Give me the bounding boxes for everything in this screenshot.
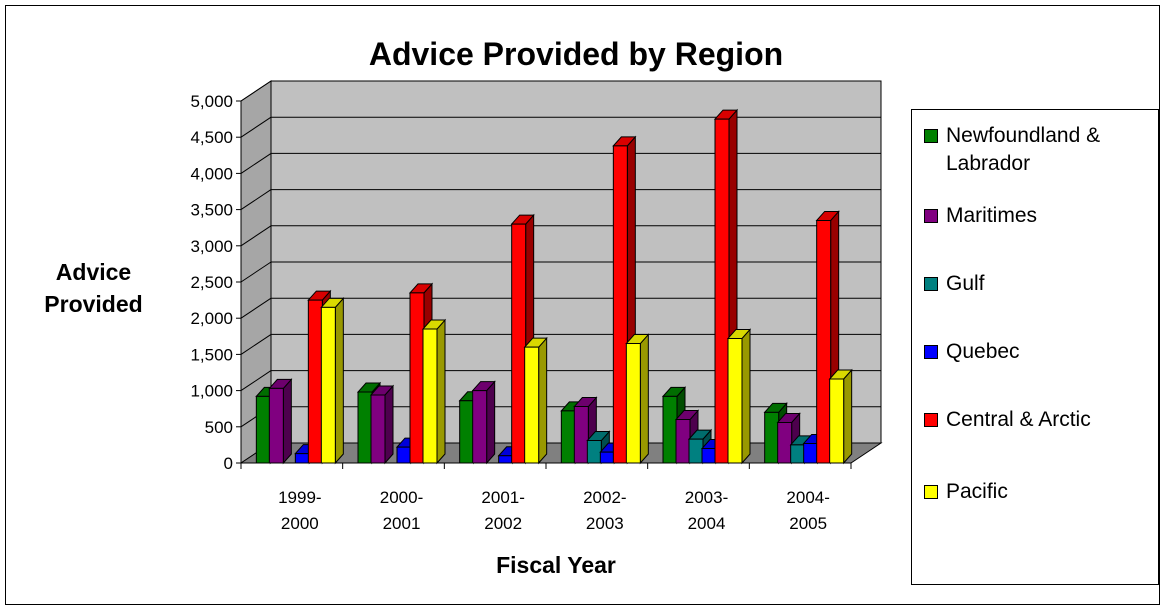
bar-face [357, 391, 373, 464]
y-tick-label: 4,000 [190, 164, 233, 183]
bar-face [268, 387, 284, 464]
legend-swatch [924, 129, 938, 143]
x-tick-label: 2003-2004 [685, 488, 728, 533]
chart-frame: Advice Provided by Region Advice Provide… [5, 5, 1160, 605]
gridline-side [240, 116, 272, 138]
bar-face [307, 299, 323, 464]
bar [726, 328, 752, 465]
gridline-side [240, 225, 272, 247]
x-tick-label: 2000-2001 [380, 488, 423, 533]
gridline-side [240, 80, 272, 102]
legend-label: Maritimes [946, 204, 1038, 227]
y-tick-label: 0 [224, 454, 233, 473]
bar-face [560, 410, 576, 464]
gridline-side [240, 333, 272, 355]
bar-face [803, 442, 819, 464]
y-tick-label: 3,500 [190, 201, 233, 220]
bar [471, 380, 496, 465]
bar-face [486, 380, 496, 465]
legend-label: Pacific [946, 480, 1008, 503]
bar-face [422, 328, 438, 464]
bar-face [790, 444, 806, 464]
bar-face [384, 384, 394, 465]
legend-label: Quebec [946, 340, 1020, 363]
y-tick-label: 5,000 [190, 92, 233, 111]
bar-face [741, 328, 751, 465]
bar [625, 333, 650, 465]
y-tick-label: 4,500 [190, 128, 233, 147]
legend-label: Central & Arctic [946, 408, 1091, 431]
y-tick-label: 3,000 [190, 237, 233, 256]
bar-face [586, 440, 602, 464]
bar-face [538, 336, 548, 465]
y-tick-label: 2,500 [190, 273, 233, 292]
y-tick-label: 1,000 [190, 382, 233, 401]
gridline-side [240, 297, 272, 319]
bar-face [688, 438, 704, 464]
x-tick-label: 2004-2005 [786, 488, 829, 533]
bar-face [625, 343, 641, 464]
bar-face [459, 400, 475, 464]
bar-face [294, 453, 310, 464]
bar-face [701, 448, 717, 464]
bar-face [816, 219, 832, 464]
bar-face [334, 297, 344, 465]
bar-face [524, 346, 540, 464]
gridline-side [240, 261, 272, 283]
gridline-side [240, 189, 272, 211]
bar-face [777, 421, 793, 464]
x-tick-label: 2001-2002 [481, 488, 524, 533]
y-axis-label: Advice Provided [44, 259, 143, 317]
legend-swatch [924, 485, 938, 499]
gridline-side [240, 370, 272, 392]
gridline-side [240, 152, 272, 174]
bar-face [599, 451, 615, 464]
bar [828, 368, 853, 465]
bar [369, 384, 395, 465]
bar [523, 336, 548, 465]
bar-face [409, 292, 425, 464]
bar-face [255, 395, 271, 464]
bar-face [714, 118, 730, 464]
legend-swatch [924, 209, 938, 223]
bar-face [639, 333, 649, 465]
legend-label: Newfoundland & Labrador [946, 124, 1101, 175]
bar-face [472, 390, 488, 464]
chart-title: Advice Provided by Region [368, 36, 784, 72]
legend-swatch [924, 277, 938, 291]
bar [320, 297, 345, 465]
bar-face [727, 337, 743, 464]
bar-face [612, 145, 628, 464]
bar-face [396, 446, 412, 464]
bar [268, 378, 293, 465]
y-tick-label: 1,500 [190, 345, 233, 364]
bar-face [370, 394, 386, 464]
bar-face [829, 378, 845, 464]
bar-face [498, 455, 514, 464]
bar-face [436, 318, 446, 465]
bar-face [675, 419, 691, 464]
y-tick-label: 500 [205, 418, 233, 437]
x-tick-label: 2002-2003 [583, 488, 626, 533]
legend: Newfoundland & Labrador Maritimes Gulf Queb… [911, 109, 1159, 585]
bar-face [511, 223, 527, 464]
y-tick-label: 2,000 [190, 309, 233, 328]
legend-label: Gulf [946, 272, 985, 295]
bar-face [573, 406, 589, 464]
bar-face [662, 395, 678, 464]
bar [421, 318, 447, 465]
bar-face [282, 378, 292, 465]
legend-swatch [924, 345, 938, 359]
bar-chart: 0 500 1,000 1,500 2,000 2,500 3,000 3,500 4,000 4… [190, 80, 883, 533]
legend-swatch [924, 413, 938, 427]
bar [815, 210, 840, 465]
bar-face [320, 306, 336, 464]
bar-face [843, 368, 853, 465]
bar-face [764, 411, 780, 464]
x-axis-label: Fiscal Year [496, 552, 616, 578]
x-tick-label: 1999-2000 [278, 488, 321, 533]
